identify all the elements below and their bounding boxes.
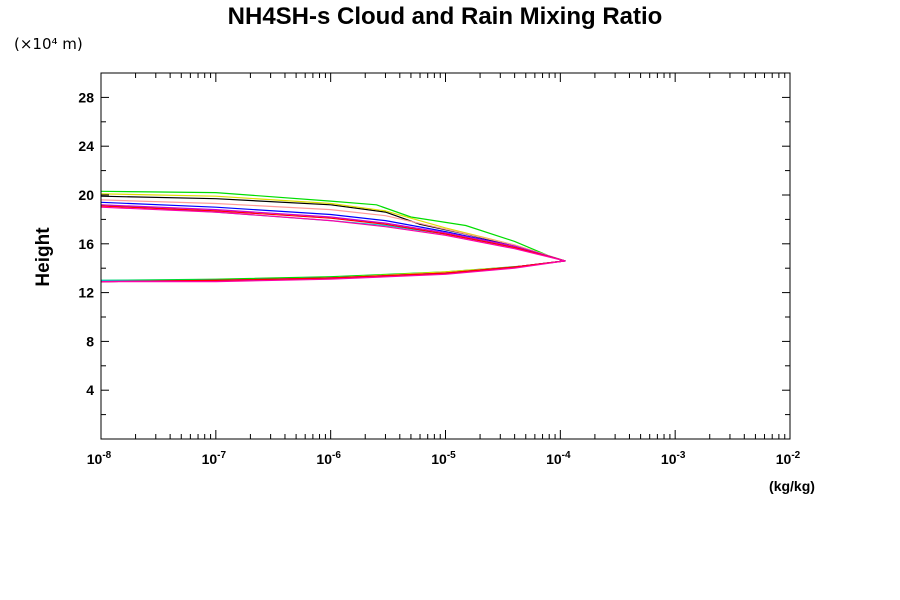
- x-tick-exponent: -3: [677, 450, 686, 461]
- x-tick-exponent: -5: [447, 450, 456, 461]
- x-tick-label: 10-4: [546, 450, 571, 467]
- y-tick-label: 8: [86, 333, 94, 349]
- x-tick-base: 10: [776, 451, 792, 467]
- plot-frame: [100, 72, 791, 440]
- x-tick-base: 10: [661, 451, 677, 467]
- y-unit-label: (×10⁴ m): [14, 35, 83, 53]
- x-tick-base: 10: [546, 451, 562, 467]
- x-tick-exponent: -2: [791, 450, 800, 461]
- y-tick-label: 28: [78, 89, 94, 105]
- chart-title: NH4SH-s Cloud and Rain Mixing Ratio: [228, 3, 663, 30]
- y-tick-label: 4: [86, 382, 94, 398]
- x-tick-label: 10-6: [316, 450, 341, 467]
- ticks-layer: [100, 73, 791, 439]
- x-tick-exponent: -8: [102, 450, 111, 461]
- x-tick-label: 10-5: [431, 450, 456, 467]
- y-tick-label: 12: [78, 285, 94, 301]
- x-tick-label: 10-7: [202, 450, 227, 467]
- y-tick-label: 16: [78, 236, 94, 252]
- x-tick-exponent: -6: [332, 450, 341, 461]
- x-tick-label: 10-2: [776, 450, 801, 467]
- series-line-1: [100, 190, 566, 281]
- series-line-9: [100, 206, 566, 283]
- x-tick-label: 10-3: [661, 450, 686, 467]
- y-tick-label: 20: [78, 187, 94, 203]
- x-tick-exponent: -4: [562, 450, 571, 461]
- x-tick-label: 10-8: [87, 450, 112, 467]
- series-layer: [100, 190, 566, 283]
- x-tick-base: 10: [202, 451, 218, 467]
- x-tick-exponent: -7: [217, 450, 226, 461]
- x-unit-label: (kg/kg): [769, 478, 815, 494]
- x-tick-base: 10: [87, 451, 103, 467]
- y-axis-title: Height: [33, 227, 54, 287]
- x-tick-base: 10: [431, 451, 447, 467]
- y-tick-label: 24: [78, 138, 94, 154]
- x-tick-base: 10: [316, 451, 332, 467]
